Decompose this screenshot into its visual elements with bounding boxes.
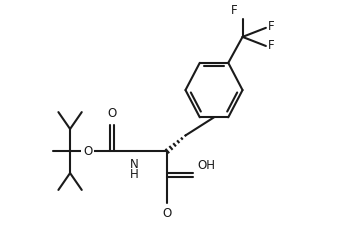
Text: H: H (130, 168, 139, 181)
Text: F: F (268, 20, 275, 33)
Text: F: F (268, 40, 275, 53)
Text: O: O (107, 107, 117, 120)
Text: O: O (83, 145, 92, 158)
Text: OH: OH (197, 159, 215, 172)
Text: F: F (231, 5, 238, 17)
Text: N: N (130, 158, 139, 170)
Text: O: O (163, 207, 172, 220)
